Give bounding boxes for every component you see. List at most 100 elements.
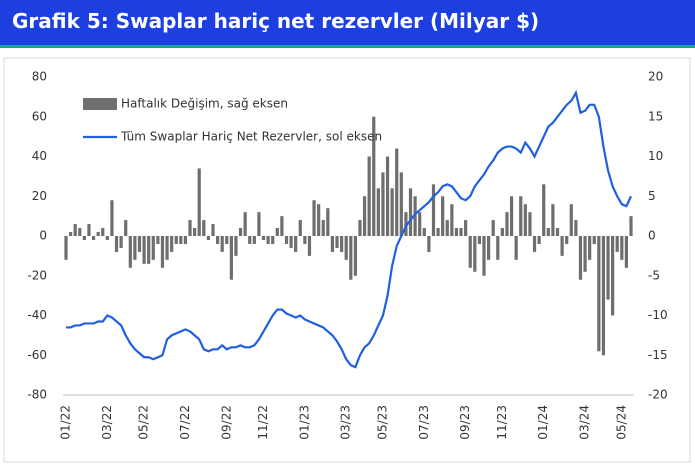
y2-tick-label: 10 (648, 149, 663, 163)
bar (174, 236, 178, 244)
bar (78, 228, 82, 236)
bar (565, 236, 569, 244)
bar (615, 236, 619, 252)
bar (385, 156, 390, 236)
bar (317, 204, 321, 236)
bar (151, 236, 155, 260)
y-tick-label: 80 (32, 70, 47, 84)
bar (583, 236, 587, 272)
x-tick-label: 01/24 (536, 405, 550, 440)
bar (197, 168, 201, 236)
bar (248, 236, 252, 244)
x-tick-label: 11/22 (256, 405, 270, 440)
bar (243, 212, 247, 236)
bar (486, 236, 491, 260)
bar (381, 172, 385, 236)
bar (436, 228, 440, 236)
bar (257, 212, 261, 236)
bar (215, 236, 220, 244)
bar (408, 188, 413, 236)
bar (87, 224, 91, 236)
bar (271, 236, 275, 244)
bar (542, 184, 546, 236)
bar (555, 228, 560, 236)
bar (473, 236, 477, 272)
bar (574, 220, 578, 236)
bar (220, 236, 224, 252)
line (66, 89, 632, 369)
bar (445, 220, 449, 236)
y2-tick-label: 20 (648, 70, 663, 84)
bar (344, 236, 348, 260)
bar (298, 220, 302, 236)
bar (142, 236, 146, 264)
bar (294, 236, 298, 252)
bar (601, 236, 606, 356)
bar (82, 236, 86, 240)
bar (560, 236, 564, 256)
bar (362, 196, 367, 236)
bar (422, 228, 426, 236)
chart-frame (3, 57, 691, 463)
y2-tick-label: 0 (648, 229, 656, 243)
x-tick-label: 09/23 (458, 405, 472, 440)
y-tick-label: 60 (32, 109, 47, 123)
legend-label: Haftalık Değişim, sağ eksen (121, 97, 288, 111)
bar (427, 236, 431, 252)
bar (431, 184, 436, 236)
bar (137, 236, 142, 252)
x-tick-label: 05/22 (137, 405, 151, 440)
bar (532, 236, 537, 252)
bar (91, 236, 96, 240)
x-tick-label: 01/23 (297, 405, 311, 440)
legend-label: Tüm Swaplar Hariç Net Rezervler, sol eks… (120, 130, 382, 144)
bar (482, 236, 486, 276)
bar (68, 232, 73, 236)
bar (624, 236, 629, 268)
bar (629, 216, 633, 236)
bar (578, 236, 583, 280)
x-tick-label: 03/24 (578, 405, 592, 440)
bar (275, 228, 279, 236)
y-tick-label: 20 (32, 189, 47, 203)
bar (156, 236, 160, 244)
bar (376, 188, 380, 236)
bar (441, 196, 445, 236)
bar (303, 236, 307, 244)
bar (179, 236, 183, 244)
bar (170, 236, 174, 252)
bar (289, 236, 293, 248)
bar (477, 236, 482, 244)
bar (450, 204, 454, 236)
bar (202, 220, 206, 236)
bar (496, 236, 500, 260)
y2-tick-label: 15 (648, 109, 663, 123)
bar (500, 228, 504, 236)
bar (160, 236, 165, 268)
bar (335, 236, 339, 248)
y-tick-label: 40 (32, 149, 47, 163)
y2-tick-label: -10 (648, 308, 668, 322)
bar (399, 172, 403, 236)
bar (165, 236, 169, 260)
bar (225, 236, 229, 244)
bar (509, 196, 514, 236)
bar (261, 236, 266, 240)
bar (234, 236, 238, 256)
y-tick-label: -60 (27, 348, 47, 362)
bar (229, 236, 233, 280)
bar (418, 212, 422, 236)
bar (592, 236, 596, 244)
bar (193, 228, 197, 236)
bar (307, 236, 312, 256)
y-tick-label: 0 (39, 229, 47, 243)
bar (73, 224, 77, 236)
bar (238, 228, 243, 236)
bar (459, 228, 463, 236)
bar (133, 236, 137, 260)
bar (188, 220, 192, 236)
bar (252, 236, 256, 244)
x-tick-label: 01/22 (59, 405, 73, 440)
bar (110, 200, 114, 236)
x-tick-label: 11/23 (495, 405, 509, 440)
